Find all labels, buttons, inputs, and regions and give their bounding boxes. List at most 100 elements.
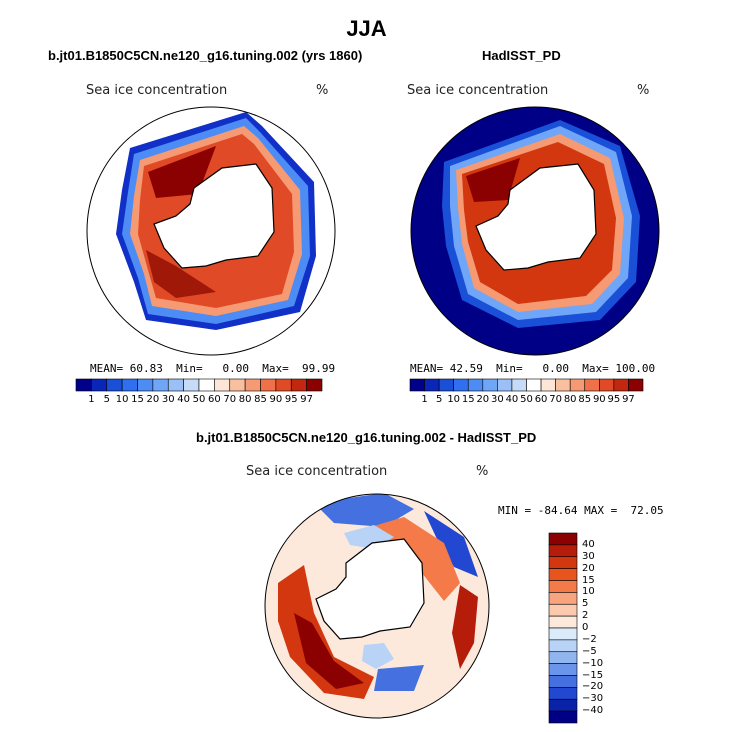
colorbar-swatch bbox=[137, 378, 154, 392]
diff-colorbar bbox=[548, 532, 578, 724]
left-mean-label: MEAN= bbox=[90, 362, 124, 375]
colorbar-swatch bbox=[152, 378, 169, 392]
left-mean-value: 60.83 bbox=[129, 362, 163, 375]
colorbar-swatch bbox=[569, 378, 586, 392]
colorbar-swatch bbox=[584, 378, 600, 392]
colorbar-tick-label: −20 bbox=[582, 681, 604, 693]
colorbar-tick-label: 90 bbox=[592, 394, 606, 405]
colorbar-swatch bbox=[91, 378, 108, 392]
colorbar-swatch bbox=[183, 378, 200, 392]
colorbar-swatch bbox=[409, 378, 425, 392]
diff-colorbar-labels: 40 30 20 15 10 5 2 0 −2 −5 −10 −15 −20 −30 −40 bbox=[582, 533, 622, 723]
colorbar-tick-label: 20 bbox=[476, 394, 490, 405]
colorbar-swatch bbox=[167, 378, 184, 392]
colorbar-tick-label: −40 bbox=[582, 705, 604, 717]
colorbar-tick-label: 95 bbox=[284, 394, 298, 405]
colorbar-tick-label: 1 bbox=[88, 394, 95, 405]
left-colorbar-labels: 1 5 10 15 20 30 40 50 60 70 80 85 90 95 97 bbox=[76, 394, 322, 408]
colorbar-tick-label: 70 bbox=[223, 394, 237, 405]
colorbar-tick-label: 20 bbox=[582, 562, 595, 574]
right-polar-map bbox=[410, 106, 660, 356]
right-min-value: 0.00 bbox=[542, 362, 570, 375]
colorbar-tick-label: 60 bbox=[208, 394, 221, 405]
colorbar-tick-label: 1 bbox=[421, 394, 428, 405]
colorbar-swatch bbox=[548, 615, 578, 629]
right-min-label: Min= bbox=[496, 362, 523, 375]
left-min-value: 0.00 bbox=[222, 362, 250, 375]
colorbar-tick-label: 10 bbox=[447, 394, 461, 405]
colorbar-tick-label: 30 bbox=[582, 550, 595, 562]
colorbar-tick-label: 30 bbox=[491, 394, 504, 405]
diff-max-value: 72.05 bbox=[630, 504, 664, 517]
colorbar-tick-label: 50 bbox=[520, 394, 533, 405]
colorbar-swatch bbox=[497, 378, 513, 392]
colorbar-swatch bbox=[198, 378, 215, 392]
diff-polar-map bbox=[264, 493, 490, 719]
colorbar-tick-label: 90 bbox=[269, 394, 283, 405]
colorbar-swatch bbox=[548, 580, 578, 593]
colorbar-swatch bbox=[540, 378, 556, 392]
right-stats: MEAN= 42.59 Min= 0.00 Max= 100.00 bbox=[410, 362, 655, 375]
diff-min-value: -84.64 bbox=[537, 504, 578, 517]
colorbar-swatch bbox=[424, 378, 440, 392]
right-panel-subtitle: HadISST_PD bbox=[482, 48, 561, 63]
colorbar-tick-label: 85 bbox=[578, 394, 592, 405]
left-units-label: % bbox=[316, 83, 329, 98]
colorbar-tick-label: 15 bbox=[461, 394, 475, 405]
colorbar-tick-label: 97 bbox=[622, 394, 635, 405]
colorbar-swatch bbox=[548, 592, 578, 605]
colorbar-swatch bbox=[106, 378, 123, 392]
colorbar-tick-label: 40 bbox=[177, 394, 190, 405]
colorbar-swatch bbox=[548, 698, 578, 712]
right-max-value: 100.00 bbox=[615, 362, 656, 375]
colorbar-swatch bbox=[229, 378, 246, 392]
diff-min-label: MIN = bbox=[498, 504, 532, 517]
colorbar-tick-label: 15 bbox=[131, 394, 144, 405]
colorbar-tick-label: −2 bbox=[582, 633, 597, 645]
colorbar-tick-label: 0 bbox=[582, 622, 589, 633]
colorbar-swatch bbox=[548, 651, 578, 664]
colorbar-tick-label: 70 bbox=[549, 394, 562, 405]
colorbar-swatch bbox=[482, 378, 498, 392]
colorbar-tick-label: 5 bbox=[103, 394, 110, 405]
colorbar-tick-label: 10 bbox=[115, 394, 129, 405]
right-colorbar bbox=[409, 378, 644, 392]
colorbar-tick-label: −15 bbox=[582, 669, 604, 681]
colorbar-tick-label: 30 bbox=[161, 394, 175, 405]
left-panel-subtitle: b.jt01.B1850C5CN.ne120_g16.tuning.002 (y… bbox=[48, 48, 363, 63]
left-variable-label: Sea ice concentration bbox=[86, 83, 228, 98]
colorbar-swatch bbox=[548, 556, 578, 569]
left-colorbar bbox=[75, 378, 323, 392]
colorbar-tick-label: 2 bbox=[582, 610, 589, 622]
colorbar-tick-label: −10 bbox=[582, 657, 604, 669]
colorbar-tick-label: 85 bbox=[254, 394, 267, 405]
colorbar-tick-label: 50 bbox=[192, 394, 206, 405]
left-min-label: Min= bbox=[176, 362, 203, 375]
colorbar-swatch bbox=[613, 378, 629, 392]
colorbar-tick-label: 60 bbox=[534, 394, 548, 405]
colorbar-swatch bbox=[548, 687, 578, 700]
colorbar-swatch bbox=[214, 378, 231, 392]
colorbar-swatch bbox=[511, 378, 527, 392]
colorbar-swatch bbox=[260, 378, 277, 392]
diff-units-label: % bbox=[476, 464, 489, 479]
left-polar-map bbox=[86, 106, 336, 356]
colorbar-swatch bbox=[290, 378, 307, 392]
colorbar-swatch bbox=[548, 544, 578, 558]
colorbar-swatch bbox=[548, 663, 578, 676]
left-stats: MEAN= 60.83 Min= 0.00 Max= 99.99 bbox=[90, 362, 335, 375]
colorbar-swatch bbox=[244, 378, 261, 392]
colorbar-tick-label: 97 bbox=[300, 394, 313, 405]
right-colorbar-labels: 1 5 10 15 20 30 40 50 60 70 80 85 90 95 97 bbox=[410, 394, 643, 408]
colorbar-tick-label: 15 bbox=[582, 574, 595, 586]
diff-stats: MIN = -84.64 MAX = 72.05 bbox=[498, 504, 664, 517]
colorbar-swatch bbox=[121, 378, 138, 392]
right-units-label: % bbox=[637, 83, 650, 98]
diff-variable-label: Sea ice concentration bbox=[246, 464, 388, 479]
right-variable-label: Sea ice concentration bbox=[407, 83, 549, 98]
right-max-label: Max= bbox=[582, 362, 609, 375]
colorbar-swatch bbox=[453, 378, 469, 392]
colorbar-tick-label: 5 bbox=[582, 598, 589, 610]
right-mean-value: 42.59 bbox=[449, 362, 483, 375]
colorbar-swatch bbox=[599, 378, 615, 392]
